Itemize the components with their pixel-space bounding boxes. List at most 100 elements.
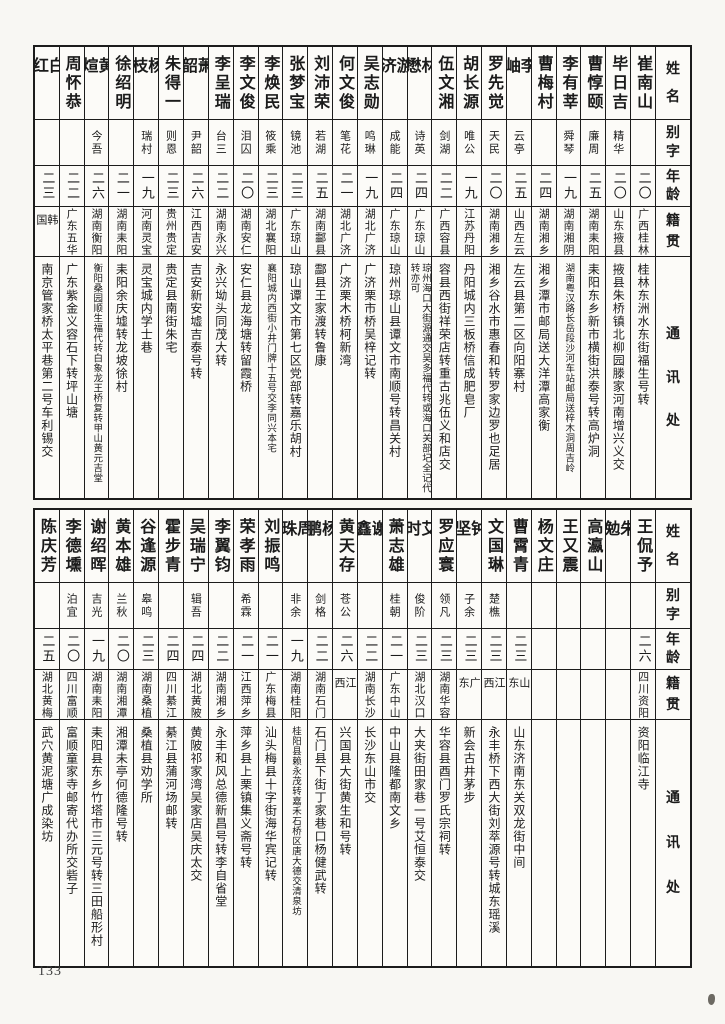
person-address-cell: 襄阳城内西街小井门牌十五号交李同兴本宅 xyxy=(258,256,283,498)
person-native-place: 广东琼山 xyxy=(412,207,426,256)
person-name-cell: 李岫 xyxy=(507,47,531,119)
person-address: 长沙东山市交 xyxy=(362,726,377,804)
person-name: 崔南山 xyxy=(634,54,654,112)
person-age-cell: 二三 xyxy=(457,628,482,669)
person-courtesy-cell: 镜池 xyxy=(283,119,308,165)
person-name: 萧志雄 xyxy=(385,517,405,575)
person-address-cell: 容县西街祥荣店转重古兆伍义和店交 xyxy=(432,256,457,498)
person-native-place-cell: 湖南安仁 xyxy=(233,206,258,256)
person-courtesy-cell: 子余 xyxy=(457,582,482,628)
person-native-place: 湖南湘阴 xyxy=(562,207,576,256)
person-native-place: 湖南桑植 xyxy=(139,670,153,719)
person-native-place-cell xyxy=(606,669,631,719)
person-courtesy-name: 瑞村 xyxy=(139,129,153,156)
person-name-cell: 曹霄青 xyxy=(507,510,531,582)
person-address-cell: 永丰和风总德新昌号转李自省堂 xyxy=(208,719,233,966)
person-column: 谢绍晖 吉光 一九 湖南耒阳 耒阳县东乡竹塔市三元号转三田船形村 xyxy=(83,510,109,966)
person-native-place-cell: 湖北黄陂 xyxy=(183,669,208,719)
person-name: 李德壎 xyxy=(62,517,82,575)
person-age: 二三 xyxy=(287,171,303,201)
person-courtesy-cell: 非余 xyxy=(283,582,308,628)
person-native-place-cell: 湖南华容 xyxy=(432,669,457,719)
person-address-cell: 耒阳县东乡竹塔市三元号转三田船形村 xyxy=(84,719,109,966)
person-column: 李文俊 泪囚 二〇 湖南安仁 安仁县龙海塘转留霞桥 xyxy=(232,47,258,498)
person-address: 桂林东洲水东街福生号转 xyxy=(636,263,651,406)
person-native-place: 湖南永兴 xyxy=(214,207,228,256)
person-native-place-cell: 江西萍乡 xyxy=(233,669,258,719)
person-courtesy-cell xyxy=(531,582,556,628)
person-age-cell: 二一 xyxy=(382,628,407,669)
person-address-cell: 山东济南东关双龙街中间 xyxy=(506,719,531,966)
person-native-place: 湖南耒阳 xyxy=(586,207,600,256)
person-native-place: 湖南湘潭 xyxy=(114,670,128,719)
person-age: 一九 xyxy=(362,171,378,201)
person-column: 胡长源 唯公 一九 江苏丹阳 丹阳城内三板桥信成肥皂厂 xyxy=(456,47,482,498)
person-courtesy-cell: 台三 xyxy=(208,119,233,165)
person-courtesy-cell: 吉光 xyxy=(84,582,109,628)
header-native-place: 籍贯 xyxy=(656,669,690,719)
person-column: 李德壎 泊宜 二〇 四川富顺 富顺童家寺邮寄代办所交砦子 xyxy=(58,510,84,966)
person-age: 二三 xyxy=(163,171,179,201)
person-column: 朱勉 xyxy=(605,510,631,966)
person-address: 桑植县劝学所 xyxy=(139,726,154,804)
person-age-cell: 一九 xyxy=(457,165,482,206)
person-address-cell: 衡阳桑园顺生福代转白象龙王桥复转甲山黄元吉堂 xyxy=(84,256,109,498)
person-age: 二〇 xyxy=(610,171,626,201)
person-address-cell xyxy=(556,719,581,966)
person-name-cell: 李翼钧 xyxy=(209,510,233,582)
person-native-place-cell: 湖北广济 xyxy=(357,206,382,256)
person-address: 新会古井茅步 xyxy=(462,726,477,804)
person-address-cell: 酃县王家渡转鲁康 xyxy=(308,256,333,498)
person-name: 曹霄青 xyxy=(509,517,529,575)
person-address-cell: 琼州海口大街源通交吴多福代转或海口关部圮全记代转亦可 xyxy=(407,256,432,498)
person-age: 二四 xyxy=(387,171,403,201)
person-courtesy-name: 剑湖 xyxy=(437,129,451,156)
person-native-place-cell: 湖南石门 xyxy=(308,669,333,719)
person-name-cell: 何文俊 xyxy=(333,47,357,119)
person-name: 谢鑫 xyxy=(357,520,382,556)
person-courtesy-name: 天民 xyxy=(487,129,501,156)
person-native-place: 湖北汉口 xyxy=(412,670,426,719)
person-courtesy-cell: 泪囚 xyxy=(233,119,258,165)
header-address: 通讯处 xyxy=(656,256,690,498)
person-courtesy-cell xyxy=(34,119,59,165)
person-address: 大夹街田家巷一号艾恒泰交 xyxy=(412,726,427,882)
person-address: 萍乡县上栗镇集义斋号转 xyxy=(238,726,253,869)
person-address: 琼州海口大街源通交吴多福代转或海口关部圮全记代转亦可 xyxy=(408,263,431,493)
person-address-cell: 汕头梅县十字街海华宾记转 xyxy=(258,719,283,966)
person-native-place-cell: 湖南长沙 xyxy=(357,669,382,719)
person-native-place-cell: 湖南湘乡 xyxy=(531,206,556,256)
person-name-cell: 李有莘 xyxy=(557,47,581,119)
person-address: 资阳临江寺 xyxy=(636,726,651,791)
person-address-cell: 黄陂祁家湾吴家店吴庆太交 xyxy=(183,719,208,966)
person-age-cell: 二一 xyxy=(333,165,357,206)
person-name: 荣孝雨 xyxy=(236,517,256,575)
person-name-cell: 毕日吉 xyxy=(606,47,630,119)
person-name: 艾时 xyxy=(407,520,432,556)
person-native-place: 广东琼山 xyxy=(288,207,302,256)
person-courtesy-cell: 天民 xyxy=(482,119,506,165)
person-column: 谢鑫 二二 湖南长沙 长沙东山市交 xyxy=(356,510,382,966)
person-native-place: 山东掖县 xyxy=(611,207,625,256)
person-courtesy-name: 筱乘 xyxy=(263,129,277,156)
person-courtesy-cell: 廉周 xyxy=(581,119,606,165)
person-name-cell: 林懋 xyxy=(408,47,432,119)
person-native-place: 广西容县 xyxy=(437,207,451,256)
person-address: 永丰桥下西大街刘萃源号转城东瑶溪 xyxy=(487,726,502,934)
person-address: 南京管家桥太平巷第二号车利锡交 xyxy=(39,263,54,458)
person-address-cell: 琼州琼山县谭文市南顺号转昌关村 xyxy=(382,256,407,498)
person-native-place-cell: 江西吉安 xyxy=(183,206,208,256)
person-name-cell: 萧韶 xyxy=(184,47,208,119)
person-native-place-cell: 江西 xyxy=(333,669,357,719)
person-name-cell: 罗先觉 xyxy=(482,47,506,119)
person-courtesy-name: 诗英 xyxy=(412,129,426,156)
person-native-place: 湖南长沙 xyxy=(363,670,377,719)
person-native-place-cell: 广东五华 xyxy=(59,206,84,256)
person-age: 二三 xyxy=(411,634,427,664)
person-age: 二五 xyxy=(585,171,601,201)
person-address: 襄阳城内西街小井门牌十五号交李同兴本宅 xyxy=(265,263,277,453)
person-native-place: 江西 xyxy=(482,677,506,702)
person-name: 黄本雄 xyxy=(112,517,132,575)
directory-table-top: 姓名 别字 年龄 籍贯 通讯处 崔南山 二〇 广西桂林 桂林东洲水东街福生号转 … xyxy=(33,45,692,500)
person-name: 陈庆芳 xyxy=(37,517,57,575)
